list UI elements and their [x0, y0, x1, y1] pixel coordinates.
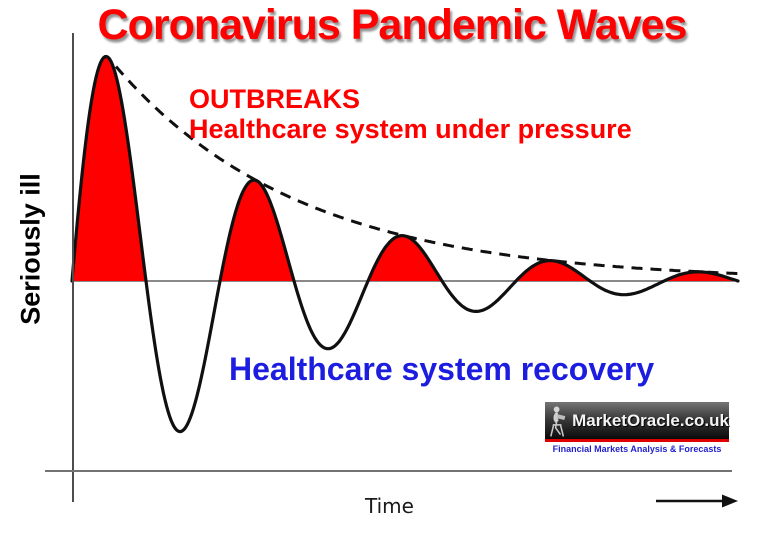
outbreak-fill-area: [72, 56, 738, 281]
x-axis-label: Time: [365, 494, 414, 518]
recovery-annotation: Healthcare system recovery: [229, 351, 655, 387]
time-arrow-icon: [656, 494, 738, 508]
page-title: Coronavirus Pandemic Waves: [97, 1, 688, 49]
logo-tagline: Financial Markets Analysis & Forecasts: [552, 444, 722, 454]
outbreaks-annotation: OUTBREAKS Healthcare system under pressu…: [189, 84, 632, 144]
outbreak-envelope-dashed-line: [114, 65, 743, 276]
logo-banner: MarketOracle.co.uk: [545, 402, 729, 439]
outbreaks-subheading: Healthcare system under pressure: [189, 114, 632, 144]
reading-figure-icon: [550, 405, 566, 437]
seriously-ill-wave-curve: [70, 54, 740, 434]
logo-site-name: MarketOracle.co.uk: [572, 410, 729, 430]
y-axis-label: Seriously ill: [15, 173, 46, 325]
logo-red-divider: [545, 439, 729, 442]
outbreaks-heading: OUTBREAKS: [189, 84, 361, 114]
marketoracle-logo[interactable]: MarketOracle.co.uk Financial Markets Ana…: [545, 402, 729, 454]
